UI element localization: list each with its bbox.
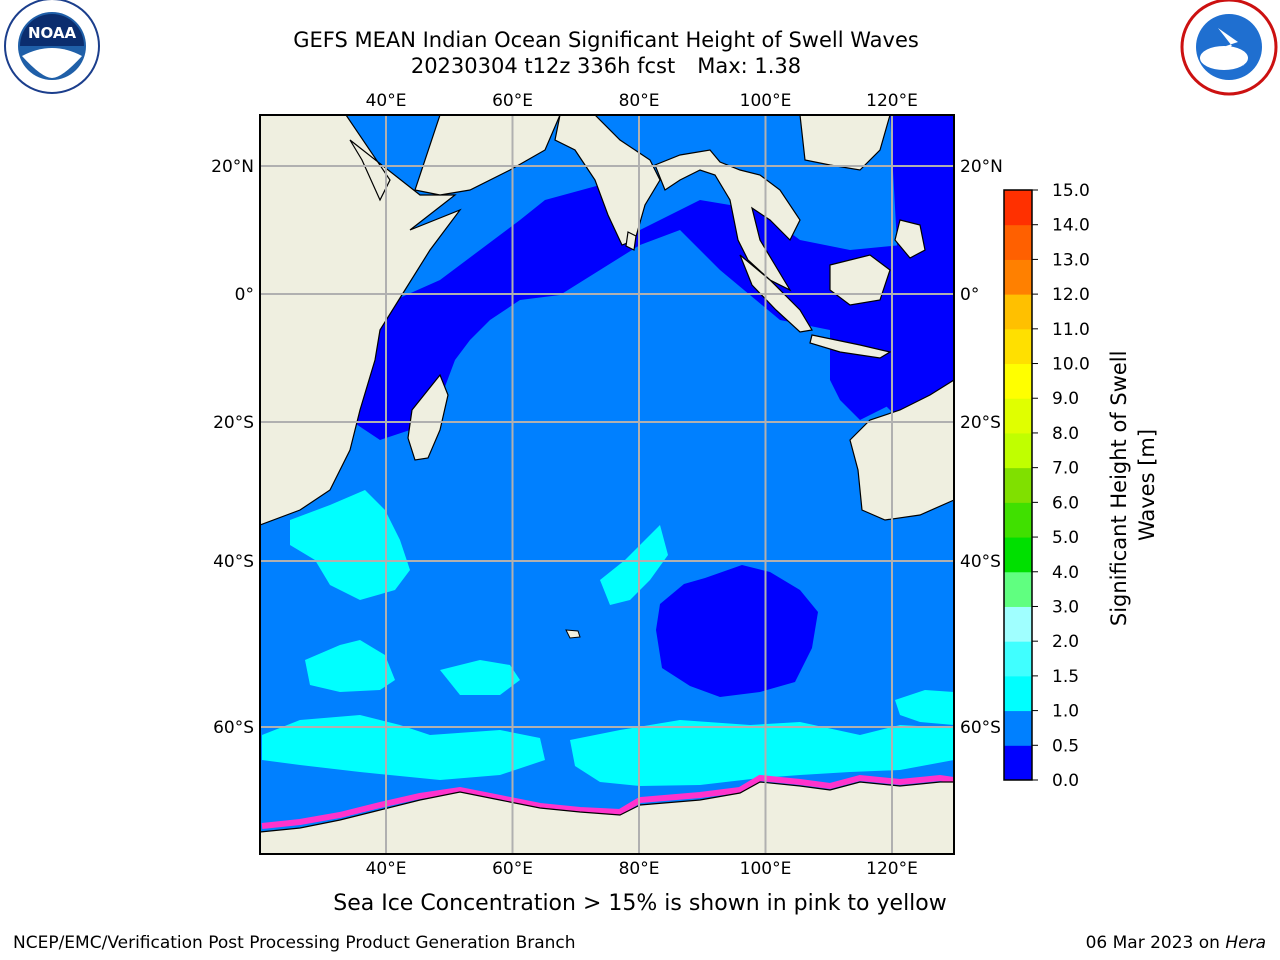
- lon-label-bottom-4: 120°E: [866, 859, 918, 879]
- colorbar-tick-label-16: 0.5: [1052, 736, 1079, 756]
- colorbar-segment-7: [1004, 502, 1032, 538]
- lat-label-right-0: 20°N: [960, 157, 1003, 177]
- colorbar-tick-label-10: 5.0: [1052, 528, 1079, 548]
- forecast-label: 20230304 t12z 336h fcst: [410, 54, 676, 78]
- chart-title: GEFS MEAN Indian Ocean Significant Heigh…: [293, 28, 919, 52]
- colorbar-segment-3: [1004, 641, 1032, 677]
- colorbar-tick-label-0: 15.0: [1052, 181, 1090, 201]
- footer-branch: NCEP/EMC/Verification Post Processing Pr…: [13, 933, 576, 953]
- colorbar-tick-label-12: 3.0: [1052, 597, 1079, 617]
- lat-label-left-2: 20°S: [213, 413, 254, 433]
- lat-label-right-3: 40°S: [960, 552, 1001, 572]
- colorbar-label: Significant Height of Swell Waves [m]: [1107, 344, 1159, 626]
- axis-labels: 40°E 40°E 60°E 60°E 80°E 80°E 100°E 100°E 120°E 1…: [211, 91, 1003, 879]
- colorbar-segment-5: [1004, 571, 1032, 607]
- colorbar-tick-label-4: 11.0: [1052, 320, 1090, 340]
- lat-label-right-1: 0°: [960, 285, 979, 305]
- colorbar-segment-12: [1004, 328, 1032, 365]
- lon-label-top-3: 100°E: [740, 91, 792, 111]
- colorbar: 15.0 14.0 13.0 12.0 11.0 10.0 9.0 8.0 7.0 6.0 5.0 4…: [1003, 181, 1090, 791]
- colorbar-segment-10: [1004, 398, 1032, 434]
- colorbar-segment-8: [1004, 467, 1032, 503]
- colorbar-segment-6: [1004, 537, 1032, 573]
- colorbar-frame: [1003, 189, 1033, 781]
- colorbar-segment-13: [1004, 294, 1032, 330]
- noaa-logo-text: NOAA: [28, 24, 77, 42]
- lat-label-right-2: 20°S: [960, 413, 1001, 433]
- chart-subtitle: 20230304 t12z 336h fcst Max: 1.38: [0, 54, 1212, 79]
- max-label: Max: 1.38: [697, 54, 802, 78]
- colorbar-segment-14: [1004, 259, 1032, 295]
- swell-patch-very-low: [656, 565, 818, 697]
- ocean-very-low-swell-north: [350, 185, 954, 440]
- colorbar-segment-15: [1004, 224, 1032, 260]
- map-frame: [259, 114, 955, 855]
- lat-label-left-1: 0°: [235, 285, 254, 305]
- colorbar-tick-label-8: 7.0: [1052, 459, 1079, 479]
- colorbar-tick-label-7: 8.0: [1052, 424, 1079, 444]
- lon-label-top-0: 40°E: [366, 91, 407, 111]
- lon-label-bottom-3: 100°E: [740, 859, 792, 879]
- colorbar-tick-label-1: 14.0: [1052, 216, 1090, 236]
- ocean-very-low-swell-east: [880, 115, 954, 420]
- colorbar-segment-1: [1004, 710, 1032, 746]
- lat-label-left-4: 60°S: [213, 718, 254, 738]
- colorbar-tick-label-2: 13.0: [1052, 250, 1090, 270]
- colorbar-tick-label-5: 10.0: [1052, 355, 1090, 375]
- colorbar-tick-label-17: 0.0: [1052, 771, 1079, 791]
- colorbar-tick-label-6: 9.0: [1052, 389, 1079, 409]
- lat-label-left-3: 40°S: [213, 552, 254, 572]
- swell-patches-moderate: [262, 490, 954, 786]
- sea-ice-note: Sea Ice Concentration > 15% is shown in …: [333, 891, 947, 916]
- footer-date: 06 Mar 2023 on Hera: [1086, 933, 1266, 953]
- colorbar-segment-2: [1004, 675, 1032, 712]
- colorbar-tick-label-14: 1.5: [1052, 667, 1079, 687]
- lat-label-left-0: 20°N: [211, 157, 254, 177]
- colorbar-tick-label-15: 1.0: [1052, 702, 1079, 722]
- colorbar-tick-label-13: 2.0: [1052, 632, 1079, 652]
- colorbar-tick-label-3: 12.0: [1052, 285, 1090, 305]
- footer-machine: Hera: [1225, 933, 1266, 953]
- colorbar-tick-label-9: 6.0: [1052, 493, 1079, 513]
- lon-label-bottom-0: 40°E: [366, 859, 407, 879]
- colorbar-segment-0: [1004, 745, 1032, 781]
- lon-label-top-2: 80°E: [619, 91, 660, 111]
- footer-date-text: 06 Mar 2023 on: [1085, 933, 1226, 953]
- nws-logo: [1180, 0, 1278, 96]
- colorbar-tick-label-11: 4.0: [1052, 563, 1079, 583]
- lat-label-right-4: 60°S: [960, 718, 1001, 738]
- colorbar-segment-4: [1004, 606, 1032, 642]
- lon-label-top-4: 120°E: [866, 91, 918, 111]
- gridlines: [260, 115, 954, 854]
- noaa-logo: NOAA: [4, 0, 100, 94]
- lon-label-bottom-2: 80°E: [619, 859, 660, 879]
- colorbar-segment-9: [1004, 432, 1032, 469]
- lon-label-bottom-1: 60°E: [492, 859, 533, 879]
- colorbar-segment-11: [1004, 363, 1032, 399]
- colorbar-segment-16: [1004, 190, 1032, 226]
- lon-label-top-1: 60°E: [492, 91, 533, 111]
